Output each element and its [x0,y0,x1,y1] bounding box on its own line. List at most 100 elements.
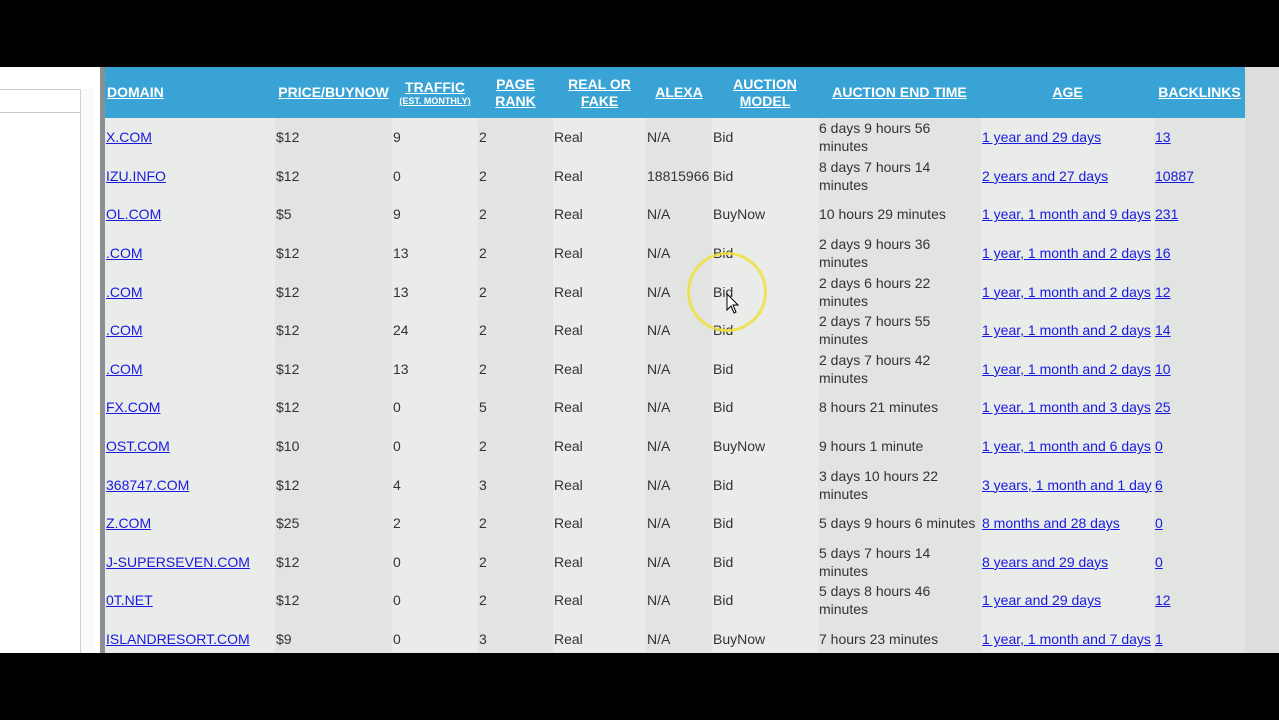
backlinks-link[interactable]: 25 [1155,399,1171,416]
header-label[interactable]: AGE [1052,84,1083,100]
cell-text: Real [554,515,583,532]
age-link[interactable]: 3 years, 1 month and 1 day [982,476,1152,493]
age-link[interactable]: 1 year and 29 days [982,129,1102,146]
header-label[interactable]: DOMAIN [107,84,164,100]
left-input[interactable] [0,89,95,113]
age-link[interactable]: 1 year, 1 month and 7 days [982,631,1151,648]
table-cell: 2 [478,310,553,350]
age-link[interactable]: 1 year, 1 month and 2 days [982,245,1151,262]
cell-text: Real [554,245,583,262]
table-cell: 1 year, 1 month and 9 days [981,195,1154,234]
domain-link[interactable]: ISLANDRESORT.COM [106,631,250,648]
column-header[interactable]: PAGE RANK [478,67,553,118]
domain-link[interactable]: X.COM [106,129,152,146]
backlinks-link[interactable]: 0 [1155,515,1163,532]
domain-link[interactable]: 0T.NET [106,592,153,609]
domain-link[interactable]: .COM [106,283,143,300]
cell-text: N/A [647,438,671,455]
column-header[interactable]: PRICE/BUYNOW [275,67,392,118]
table-cell: Bid [712,542,818,582]
backlinks-link[interactable]: 16 [1155,245,1171,262]
header-label[interactable]: TRAFFIC [405,79,465,95]
domain-link[interactable]: Z.COM [106,515,152,532]
table-cell: 5 days 7 hours 14 minutes [818,542,981,582]
backlinks-link[interactable]: 12 [1155,283,1171,300]
age-link[interactable]: 1 year and 29 days [982,592,1102,609]
table-cell: 3 years, 1 month and 1 day [981,465,1154,504]
backlinks-link[interactable]: 1 [1155,631,1163,648]
age-link[interactable]: 1 year, 1 month and 2 days [982,360,1151,377]
table-cell: 6 days 9 hours 56 minutes [818,118,981,157]
domain-link[interactable]: .COM [106,322,143,339]
cell-text: Bid [713,592,734,609]
age-link[interactable]: 1 year, 1 month and 9 days [982,206,1151,223]
header-label[interactable]: BACKLINKS [1158,84,1241,100]
cell-text: $12 [276,129,300,146]
column-header[interactable]: AUCTION END TIME [818,67,981,118]
backlinks-link[interactable]: 0 [1155,438,1163,455]
column-header[interactable]: TRAFFIC (EST. MONTHLY) [392,67,478,118]
table-cell: Real [553,310,646,350]
table-cell: Real [553,195,646,234]
table-cell: 1 year, 1 month and 3 days [981,388,1154,427]
header-label[interactable]: ALEXA [655,84,703,100]
cell-text: $12 [276,245,300,262]
table-cell: Bid [712,503,818,543]
header-label[interactable]: REAL OR FAKE [568,75,631,109]
backlinks-link[interactable]: 0 [1155,553,1163,570]
column-header[interactable]: AGE [981,67,1154,118]
header-label[interactable]: PRICE/BUYNOW [278,84,389,100]
column-header[interactable]: ALEXA [646,67,712,118]
domain-link[interactable]: .COM [106,245,143,262]
age-link[interactable]: 1 year, 1 month and 2 days [982,322,1151,339]
table-cell: 368747.COM [105,465,275,504]
cell-text: 5 days 8 hours 46 minutes [819,583,931,618]
domain-link[interactable]: OST.COM [106,438,170,455]
backlinks-link[interactable]: 10887 [1155,167,1194,184]
column-header[interactable]: REAL OR FAKE [553,67,646,118]
cell-text: N/A [647,553,671,570]
table-cell: $12 [275,118,392,157]
header-sublabel[interactable]: (EST. MONTHLY) [399,96,471,106]
backlinks-link[interactable]: 231 [1155,206,1179,223]
age-link[interactable]: 8 months and 28 days [982,515,1120,532]
age-link[interactable]: 2 years and 27 days [982,167,1109,184]
cell-text: 2 [479,553,487,570]
table-cell: 2 days 9 hours 36 minutes [818,233,981,273]
age-link[interactable]: 1 year, 1 month and 3 days [982,399,1151,416]
header-label[interactable]: AUCTION MODEL [733,75,797,109]
header-label[interactable]: AUCTION END TIME [832,84,967,100]
table-cell: Real [553,503,646,543]
scrollbar[interactable] [80,89,95,653]
domain-link[interactable]: OL.COM [106,206,162,223]
domain-link[interactable]: 368747.COM [106,476,190,493]
table-cell: FX.COM [105,388,275,427]
backlinks-link[interactable]: 13 [1155,129,1171,146]
cell-text: Bid [713,553,734,570]
age-link[interactable]: 1 year, 1 month and 6 days [982,438,1151,455]
column-header[interactable]: DOMAIN [105,67,275,118]
table-cell: N/A [646,233,712,273]
backlinks-link[interactable]: 12 [1155,592,1171,609]
age-link[interactable]: 8 years and 29 days [982,553,1109,570]
table-body: X.COM $12 9 2 Real N/A Bid 6 days 9 hours 56 mi… [105,118,1245,653]
table-cell: 0 [1154,503,1245,543]
table-cell: $5 [275,195,392,234]
domain-link[interactable]: .COM [106,360,143,377]
backlinks-link[interactable]: 10 [1155,360,1171,377]
cell-text: $12 [276,283,300,300]
domain-link[interactable]: FX.COM [106,399,161,416]
table-cell: Bid [712,465,818,504]
cell-text: 2 [479,360,487,377]
table-cell: 12 [1154,272,1245,311]
header-label[interactable]: PAGE RANK [495,75,536,109]
age-link[interactable]: 1 year, 1 month and 2 days [982,283,1151,300]
domain-link[interactable]: IZU.INFO [106,167,166,184]
domain-link[interactable]: J-SUPERSEVEN.COM [106,553,250,570]
cell-text: 2 [479,322,487,339]
backlinks-link[interactable]: 14 [1155,322,1171,339]
backlinks-link[interactable]: 6 [1155,476,1163,493]
column-header[interactable]: AUCTION MODEL [712,67,818,118]
table-cell: 13 [392,233,478,273]
column-header[interactable]: BACKLINKS [1154,67,1245,118]
